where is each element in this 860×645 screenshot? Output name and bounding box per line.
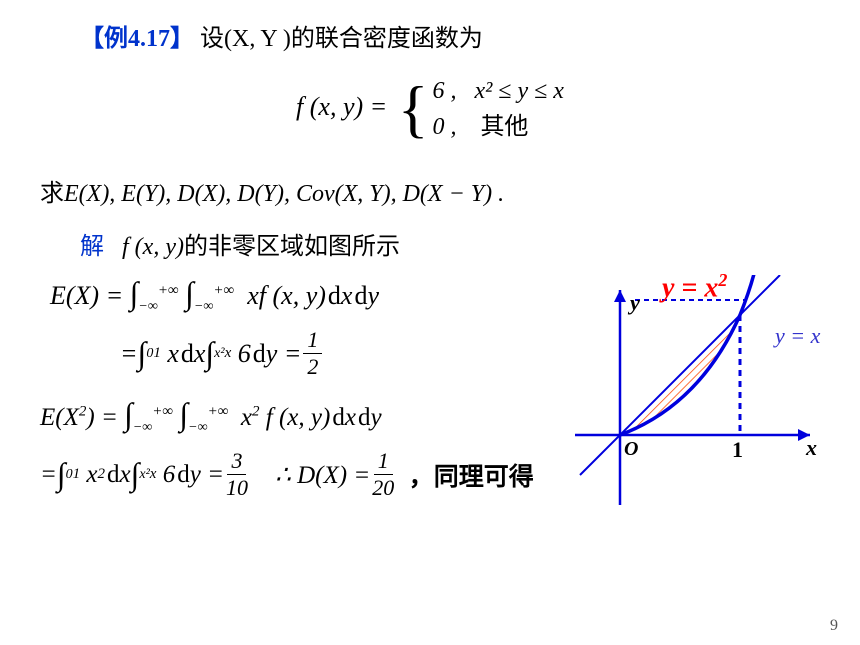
page-number: 9 <box>830 617 838 635</box>
frac-1-20: 1 20 <box>372 450 394 499</box>
example-label: 【例4.17】 <box>80 26 194 52</box>
y-axis-arrow <box>614 290 626 302</box>
task-prefix: 求 <box>40 181 64 207</box>
figure-svg: y x O 1 <box>550 275 830 515</box>
case-2: 0 , 其他 <box>432 114 528 140</box>
y-axis-label: y <box>627 290 640 315</box>
eq-y-equals-x: y = x <box>775 323 820 349</box>
solution-line: 解 f (x, y)的非零区域如图所示 <box>40 226 820 261</box>
density-function: f (x, y) = { 6 , x² ≤ y ≤ x 0 , 其他 <box>40 73 820 145</box>
example-title: 【例4.17】 设(X, Y )的联合密度函数为 <box>40 18 820 53</box>
frac-half: 1 2 <box>303 329 322 378</box>
frac-3-10: 3 10 <box>226 450 248 499</box>
jie-label: 解 <box>80 234 104 260</box>
line-y-equals-x <box>580 275 780 475</box>
cases: 6 , x² ≤ y ≤ x 0 , 其他 <box>432 73 564 145</box>
density-lhs: f (x, y) = <box>296 92 387 121</box>
origin-label: O <box>624 438 638 460</box>
eq-y-equals-x2: y = x2 <box>662 270 727 304</box>
task-expr: E(X), E(Y), D(X), D(Y), Cov(X, Y), D(X −… <box>64 181 504 207</box>
region-figure: y x O 1 y = x2 y = x <box>550 275 830 515</box>
sol-fxy: f (x, y) <box>122 234 184 260</box>
case-1: 6 , x² ≤ y ≤ x <box>432 78 564 104</box>
left-brace: { <box>398 80 429 138</box>
tail-text: ，同理可得 <box>409 457 534 493</box>
tick-1: 1 <box>732 437 743 462</box>
title-text: 设(X, Y )的联合密度函数为 <box>200 26 483 52</box>
EX-label: E(X) <box>50 281 99 310</box>
EX-integrand: xf (x, y)dxdy <box>247 281 379 310</box>
piecewise-bracket: { 6 , x² ≤ y ≤ x 0 , 其他 <box>394 73 564 145</box>
x-axis-label: x <box>805 435 817 460</box>
DX-result: ∴ D(X) = <box>275 460 370 490</box>
sol-text: 的非零区域如图所示 <box>184 234 400 260</box>
EXsq-integrand: x2 f (x, y)dxdy <box>241 404 382 431</box>
task-line: 求E(X), E(Y), D(X), D(Y), Cov(X, Y), D(X … <box>40 173 820 208</box>
